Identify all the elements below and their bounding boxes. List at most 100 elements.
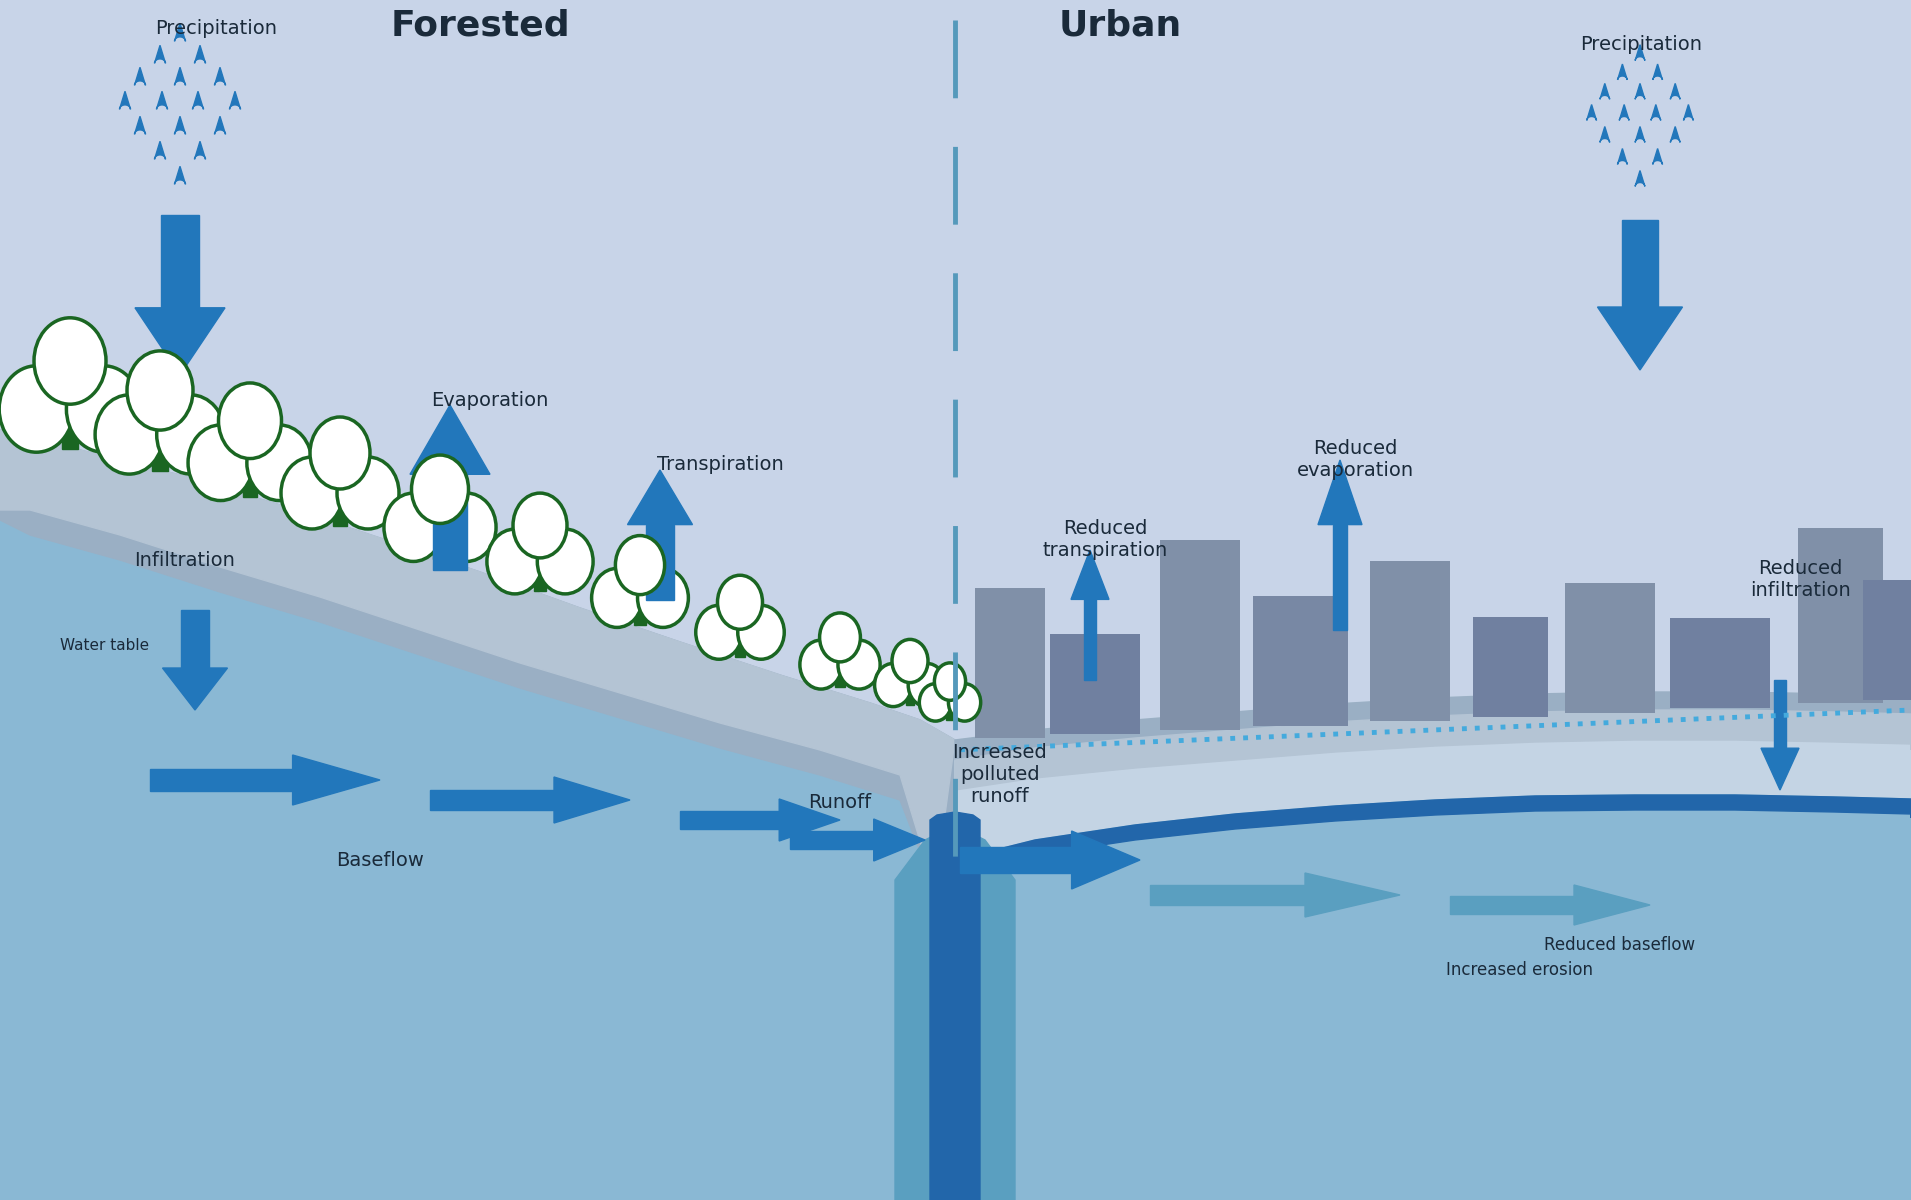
Polygon shape: [193, 91, 203, 109]
Polygon shape: [155, 142, 166, 160]
Ellipse shape: [157, 395, 225, 474]
Text: Precipitation: Precipitation: [1580, 36, 1703, 54]
Bar: [1863, 581, 1911, 701]
Polygon shape: [1762, 749, 1798, 790]
Polygon shape: [680, 811, 780, 829]
Polygon shape: [780, 799, 841, 841]
Polygon shape: [1619, 104, 1628, 120]
Ellipse shape: [96, 395, 162, 474]
Polygon shape: [1450, 896, 1575, 914]
Polygon shape: [214, 67, 225, 85]
Polygon shape: [161, 215, 199, 307]
Polygon shape: [894, 826, 1015, 1200]
Polygon shape: [1600, 84, 1609, 100]
Text: Baseflow: Baseflow: [336, 851, 424, 870]
Polygon shape: [734, 636, 745, 658]
Ellipse shape: [837, 640, 881, 689]
Text: Increased erosion: Increased erosion: [1447, 961, 1594, 979]
Ellipse shape: [487, 529, 543, 594]
Ellipse shape: [892, 640, 929, 683]
Polygon shape: [0, 520, 956, 1200]
Ellipse shape: [948, 684, 980, 721]
Polygon shape: [195, 46, 206, 64]
Polygon shape: [162, 668, 227, 710]
Bar: [1473, 617, 1548, 716]
Ellipse shape: [512, 493, 568, 558]
Polygon shape: [134, 67, 145, 85]
Ellipse shape: [438, 493, 497, 562]
Polygon shape: [1150, 886, 1305, 905]
Text: Infiltration: Infiltration: [134, 551, 235, 570]
Polygon shape: [1684, 104, 1693, 120]
Bar: [1160, 540, 1240, 730]
Polygon shape: [134, 116, 145, 134]
Ellipse shape: [919, 684, 952, 721]
Polygon shape: [1653, 64, 1663, 80]
Polygon shape: [1586, 104, 1596, 120]
Polygon shape: [155, 46, 166, 64]
Polygon shape: [333, 498, 348, 526]
Polygon shape: [1575, 886, 1649, 925]
Polygon shape: [1636, 170, 1645, 186]
Polygon shape: [1084, 599, 1095, 680]
Ellipse shape: [592, 569, 642, 628]
Ellipse shape: [384, 493, 443, 562]
Ellipse shape: [908, 664, 946, 707]
Polygon shape: [292, 755, 380, 805]
Polygon shape: [1622, 220, 1659, 307]
Polygon shape: [554, 778, 631, 823]
Text: Precipitation: Precipitation: [155, 18, 277, 37]
Polygon shape: [1636, 44, 1645, 60]
Text: Reduced baseflow: Reduced baseflow: [1544, 936, 1695, 954]
Ellipse shape: [875, 664, 912, 707]
Bar: [1565, 582, 1655, 713]
Bar: [975, 588, 1045, 738]
Ellipse shape: [34, 318, 105, 404]
Polygon shape: [411, 404, 489, 474]
Polygon shape: [627, 470, 692, 524]
Text: Water table: Water table: [59, 637, 149, 653]
Ellipse shape: [934, 662, 965, 701]
Polygon shape: [873, 818, 925, 862]
Ellipse shape: [615, 535, 665, 595]
Polygon shape: [835, 668, 845, 688]
Polygon shape: [1617, 149, 1628, 164]
Polygon shape: [0, 430, 956, 900]
Polygon shape: [1319, 460, 1363, 524]
Polygon shape: [646, 524, 675, 600]
Polygon shape: [956, 692, 1911, 1200]
Text: Reduced
evaporation: Reduced evaporation: [1296, 439, 1414, 480]
Text: Reduced
infiltration: Reduced infiltration: [1750, 559, 1850, 600]
Polygon shape: [946, 704, 954, 720]
Ellipse shape: [0, 366, 75, 452]
Polygon shape: [61, 415, 78, 449]
Polygon shape: [174, 167, 185, 185]
Polygon shape: [174, 67, 185, 85]
Ellipse shape: [411, 455, 468, 523]
Text: Urban: Urban: [1059, 8, 1181, 42]
Bar: [1252, 595, 1347, 726]
Bar: [1370, 560, 1450, 721]
Bar: [1798, 528, 1882, 703]
Ellipse shape: [218, 383, 281, 458]
Polygon shape: [1598, 307, 1682, 370]
Text: Increased
polluted
runoff: Increased polluted runoff: [952, 744, 1047, 806]
Polygon shape: [229, 91, 241, 109]
Polygon shape: [430, 790, 554, 810]
Polygon shape: [1670, 84, 1680, 100]
Polygon shape: [1670, 126, 1680, 143]
Polygon shape: [0, 430, 956, 890]
Ellipse shape: [310, 416, 371, 490]
Polygon shape: [136, 307, 225, 374]
Polygon shape: [931, 812, 980, 1200]
Polygon shape: [1651, 104, 1661, 120]
Bar: [1670, 618, 1770, 708]
Text: Runoff: Runoff: [808, 792, 871, 811]
Polygon shape: [174, 116, 185, 134]
Ellipse shape: [281, 457, 342, 529]
Ellipse shape: [187, 425, 252, 500]
Text: Forested: Forested: [390, 8, 569, 42]
Polygon shape: [956, 710, 1911, 790]
Polygon shape: [174, 23, 185, 41]
Ellipse shape: [717, 575, 762, 629]
